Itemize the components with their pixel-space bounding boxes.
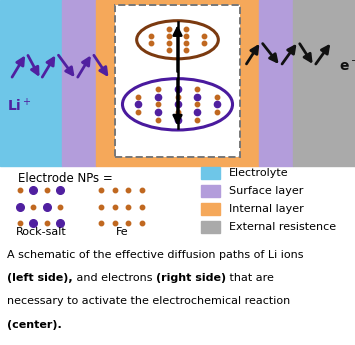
Text: that are: that are xyxy=(226,273,274,283)
Bar xyxy=(293,0,355,166)
Bar xyxy=(201,221,220,233)
Text: (left side),: (left side), xyxy=(7,273,73,283)
Text: (right side): (right side) xyxy=(156,273,226,283)
Text: Internal layer: Internal layer xyxy=(229,204,304,214)
Text: Electrolyte: Electrolyte xyxy=(229,168,289,178)
Text: Li$^+$: Li$^+$ xyxy=(7,97,32,115)
Bar xyxy=(201,167,220,179)
Bar xyxy=(201,185,220,197)
Text: necessary to activate the electrochemical reaction: necessary to activate the electrochemica… xyxy=(7,296,290,306)
Text: Surface layer: Surface layer xyxy=(229,186,304,196)
Bar xyxy=(96,0,259,166)
Bar xyxy=(259,0,293,166)
Text: Electrode NPs =: Electrode NPs = xyxy=(18,172,113,185)
Text: e$^-$: e$^-$ xyxy=(339,59,355,73)
Bar xyxy=(201,203,220,215)
Text: Fe: Fe xyxy=(116,227,129,237)
Text: (center).: (center). xyxy=(7,319,62,329)
Text: A schematic of the effective diffusion paths of Li ions: A schematic of the effective diffusion p… xyxy=(7,250,304,260)
Text: External resistence: External resistence xyxy=(229,222,336,232)
Text: and electrons: and electrons xyxy=(73,273,156,283)
Text: Rock-salt: Rock-salt xyxy=(16,227,66,237)
Circle shape xyxy=(122,79,233,130)
Bar xyxy=(62,0,96,166)
Bar xyxy=(0,0,62,166)
Bar xyxy=(115,5,240,157)
Circle shape xyxy=(137,21,218,59)
